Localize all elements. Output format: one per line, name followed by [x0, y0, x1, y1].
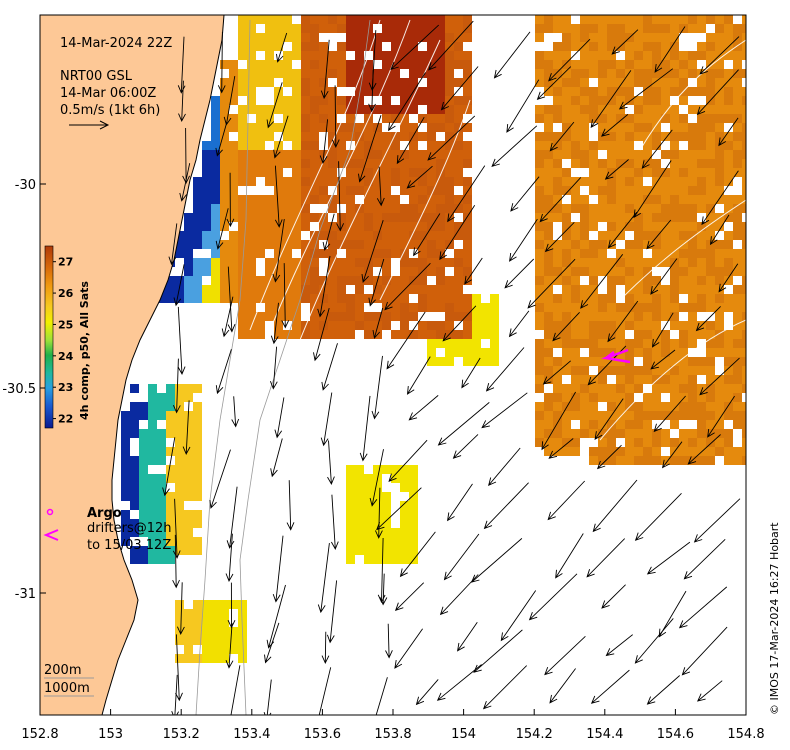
x-tick-label: 154.6: [657, 727, 694, 742]
drifter-icon: [43, 529, 59, 541]
x-tick-label: 154.4: [586, 727, 623, 742]
y-tick-label: -30.5: [2, 382, 36, 397]
x-tick-label: 153.4: [233, 727, 270, 742]
map-time-title: 14-Mar-2024 22Z: [60, 36, 172, 51]
contour-label-1000m: 1000m: [44, 681, 90, 696]
argo-icon: [46, 508, 54, 516]
legend-argo: Argo: [87, 506, 122, 521]
legend-drifters-line2: to 15/03 12Z: [87, 538, 171, 553]
x-tick-label: 154: [451, 727, 476, 742]
bathymetry-contours: [195, 19, 371, 715]
sst-colorbar: 27 26 25 24 23 22: [44, 245, 74, 429]
y-axis: -30 -30.5 -31: [2, 178, 46, 602]
x-tick-label: 154.8: [727, 727, 764, 742]
drifter-track-marker: [601, 348, 631, 364]
colorbar-tick-label: 22: [58, 413, 73, 426]
x-tick-label: 152.8: [21, 727, 58, 742]
scale-arrow: [69, 120, 110, 130]
x-tick-label: 154.2: [516, 727, 553, 742]
colorbar-gradient: [44, 245, 54, 429]
current-streamlines: [249, 19, 746, 451]
scale-arrow-label: 0.5m/s (1kt 6h): [60, 103, 160, 118]
legend-drifters-line1: drifters@12h: [87, 521, 172, 536]
colorbar-tick-label: 23: [58, 381, 73, 394]
colorbar-tick-label: 25: [58, 318, 73, 331]
y-tick-label: -30: [15, 178, 36, 193]
current-vectors: [162, 20, 741, 715]
x-tick-label: 153.2: [163, 727, 200, 742]
x-tick-label: 153.8: [374, 727, 411, 742]
colorbar-label: 4h comp, p50, All Sats: [78, 281, 91, 420]
current-product-label: NRT00 GSL: [60, 69, 133, 84]
contour-label-200m: 200m: [44, 663, 81, 678]
credit-text: © IMOS 17-Mar-2024 16:27 Hobart: [768, 522, 781, 715]
y-tick-label: -31: [15, 587, 36, 602]
current-time-label: 14-Mar 06:00Z: [60, 86, 156, 101]
x-tick-label: 153.6: [304, 727, 341, 742]
land-coastline: [40, 15, 225, 715]
colorbar-tick-label: 24: [58, 350, 74, 363]
colorbar-tick-label: 27: [58, 256, 73, 269]
x-axis: 152.8 153 153.2 153.4 153.6 153.8 154 154.2 154.…: [21, 709, 765, 742]
colorbar-tick-label: 26: [58, 287, 74, 300]
x-tick-label: 153: [98, 727, 123, 742]
